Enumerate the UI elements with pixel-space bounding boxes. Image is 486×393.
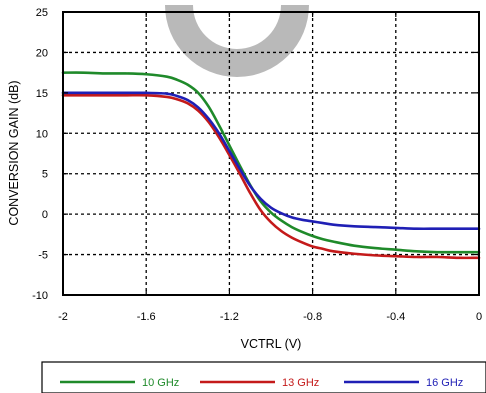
x-tick-label: -1.6 xyxy=(137,311,156,323)
y-tick-labels: -10 -5 0 5 10 15 20 25 xyxy=(32,7,48,302)
legend-label-3: 16 GHz xyxy=(426,377,463,389)
series-line-1 xyxy=(61,71,481,254)
x-tick-labels: -2 -1.6 -1.2 -0.8 -0.4 0 xyxy=(58,311,482,323)
y-tick-label: 15 xyxy=(36,88,48,100)
legend-label-2: 13 GHz xyxy=(282,377,319,389)
x-tick-label: -0.4 xyxy=(386,311,405,323)
watermark-logo xyxy=(165,5,309,78)
y-tick-label: 20 xyxy=(36,47,48,59)
axis-ticks xyxy=(62,11,480,296)
series-lines xyxy=(61,71,481,260)
y-tick-label: -5 xyxy=(38,250,48,262)
series-line-3 xyxy=(61,91,481,231)
series-line-2 xyxy=(61,93,481,260)
legend-box xyxy=(41,361,486,393)
x-tick-label: 0 xyxy=(476,311,482,323)
plot-frame xyxy=(62,11,480,296)
x-tick-label: -2 xyxy=(58,311,68,323)
legend: 10 GHz 13 GHz 16 GHz xyxy=(41,361,486,393)
legend-items: 10 GHz 13 GHz 16 GHz xyxy=(60,377,463,389)
y-tick-label: 0 xyxy=(42,209,48,221)
y-tick-label: -10 xyxy=(32,290,48,302)
x-axis-title: VCTRL (V) xyxy=(241,337,302,351)
x-tick-label: -1.2 xyxy=(220,311,239,323)
y-tick-label: 5 xyxy=(42,169,48,181)
x-tick-label: -0.8 xyxy=(303,311,322,323)
y-tick-label: 10 xyxy=(36,128,48,140)
legend-label-1: 10 GHz xyxy=(142,377,179,389)
y-axis-title: CONVERSION GAIN (dB) xyxy=(7,80,21,225)
y-tick-label: 25 xyxy=(36,7,48,19)
